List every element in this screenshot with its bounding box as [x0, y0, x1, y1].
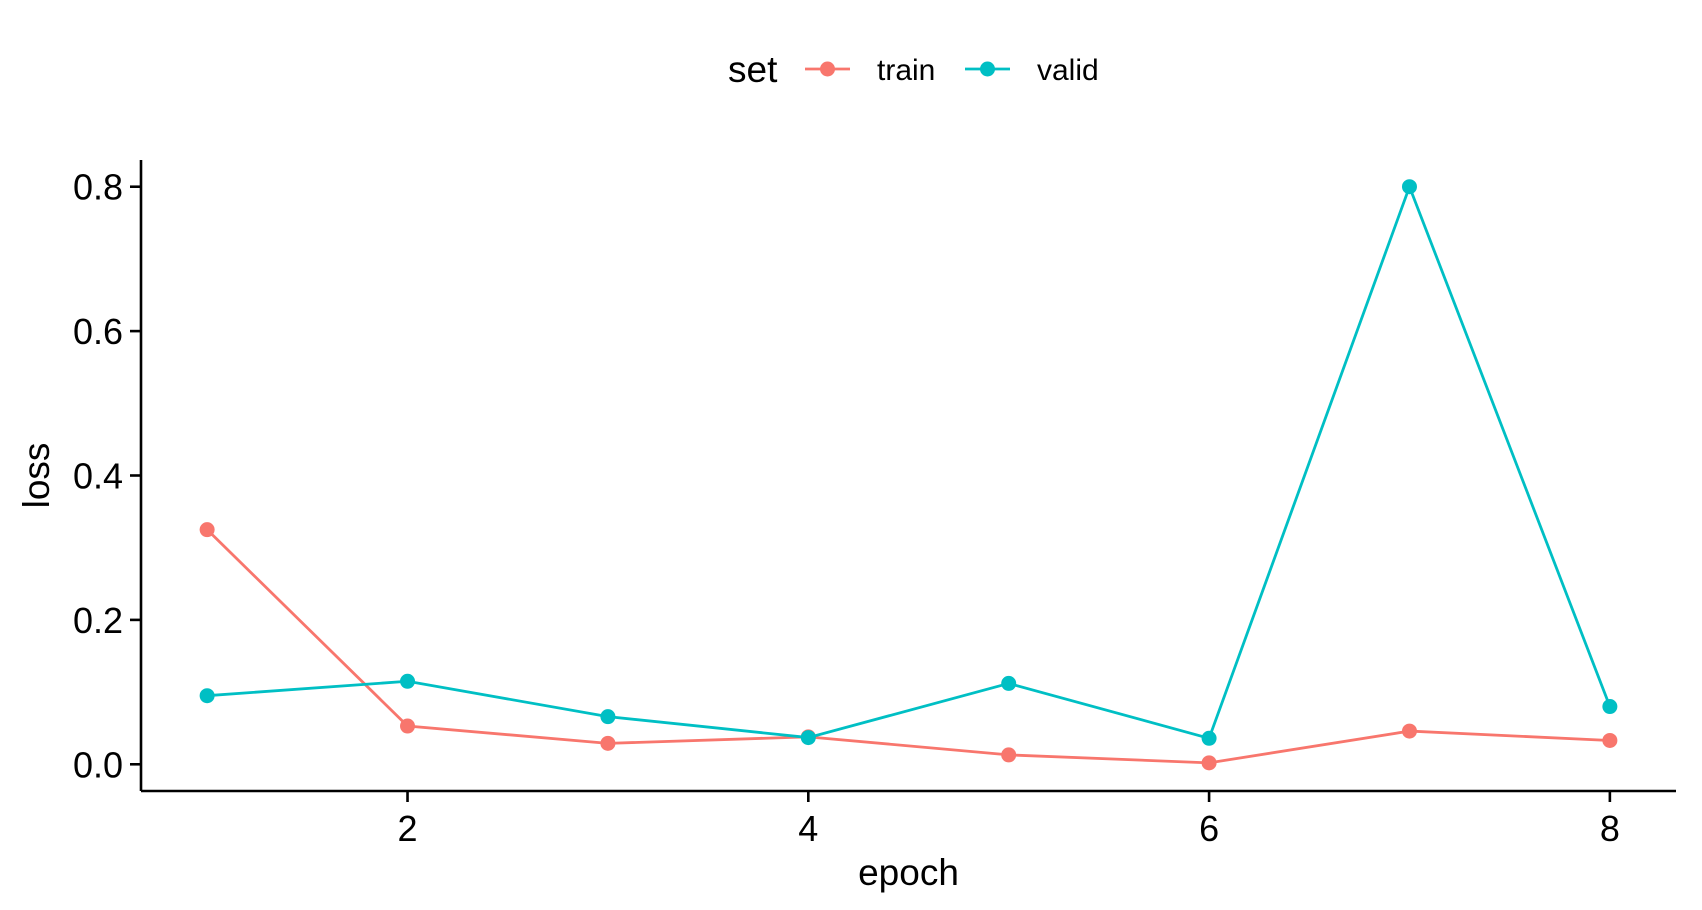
legend: set train valid — [728, 49, 1099, 90]
legend-key-point — [820, 61, 835, 77]
x-tick-label: 2 — [398, 808, 418, 849]
series-train — [199, 522, 1618, 771]
legend-item-valid: valid — [965, 54, 1099, 87]
x-tick-label: 4 — [798, 808, 818, 849]
series-valid — [199, 179, 1618, 746]
data-point-train — [1401, 723, 1417, 739]
x-tick-label: 8 — [1600, 808, 1620, 849]
data-point-train — [1602, 732, 1618, 748]
data-point-train — [199, 522, 215, 538]
legend-label: valid — [1037, 54, 1099, 87]
y-tick-label: 0.8 — [73, 167, 123, 208]
x-tick-label: 6 — [1199, 808, 1219, 849]
x-axis-title: epoch — [858, 852, 959, 893]
y-axis-title: loss — [16, 443, 57, 509]
data-point-valid — [1001, 675, 1017, 691]
data-point-valid — [1602, 699, 1618, 715]
legend-key-point — [980, 61, 995, 77]
data-point-valid — [199, 688, 215, 704]
data-point-valid — [400, 673, 416, 689]
data-point-valid — [800, 730, 816, 746]
y-tick-label: 0.0 — [73, 744, 123, 785]
y-tick-label: 0.4 — [73, 456, 123, 497]
y-tick-label: 0.2 — [73, 600, 123, 641]
data-point-train — [600, 735, 616, 751]
data-point-valid — [1201, 730, 1217, 746]
legend-title: set — [728, 49, 778, 90]
data-point-valid — [1401, 179, 1417, 195]
data-point-train — [1001, 747, 1017, 763]
plot-area: 2 4 6 8 0.0 0.2 0.4 0.6 0.8 — [73, 160, 1676, 849]
series-line-train — [206, 528, 1610, 765]
data-point-train — [400, 718, 416, 734]
y-tick-label: 0.6 — [73, 311, 123, 352]
data-point-train — [1201, 755, 1217, 771]
legend-item-train: train — [805, 54, 935, 87]
data-point-valid — [600, 709, 616, 725]
series-line-valid — [207, 182, 1612, 740]
legend-label: train — [877, 54, 935, 87]
